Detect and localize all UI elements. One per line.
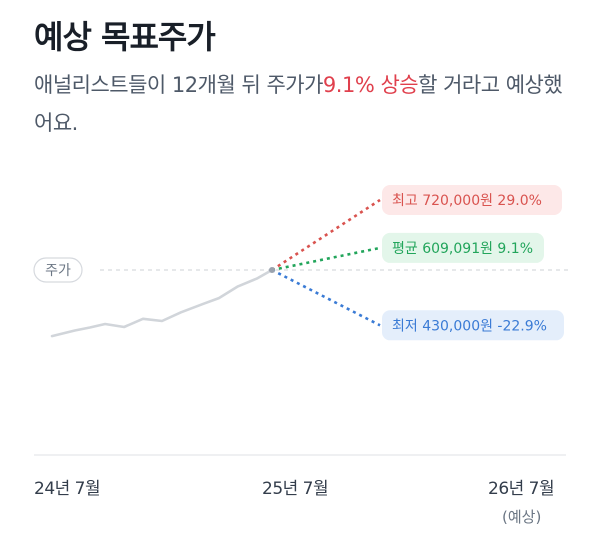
description-prefix: 애널리스트들이 12개월 뒤 주가가: [34, 73, 323, 97]
target-line-high: [271, 198, 381, 272]
current-price-point: [269, 267, 275, 273]
target-label-low: 최저 430,000원 -22.9%: [392, 318, 547, 334]
x-tick-label: 25년 7월: [262, 479, 329, 499]
x-tick-label: 26년 7월: [488, 479, 555, 499]
x-tick-label: 24년 7월: [34, 479, 101, 499]
target-label-high: 최고 720,000원 29.0%: [392, 193, 542, 209]
target-line-avg: [271, 246, 381, 272]
target-badge-avg: [382, 232, 544, 263]
target-line-low: [271, 268, 381, 327]
target-badge-low: [382, 310, 564, 341]
x-tick-note: (예상): [502, 508, 542, 526]
current-price-tag-label: 주가: [45, 263, 71, 279]
current-price-tag-bg: [33, 257, 83, 283]
description-highlight: 9.1% 상승: [322, 73, 419, 97]
current-price-tag: 주가: [33, 257, 83, 283]
target-badge-high: [382, 185, 562, 215]
target-label-avg: 평균 609,091원 9.1%: [392, 241, 533, 257]
target-price-description: 애널리스트들이 12개월 뒤 주가가9.1% 상승할 거라고 예상했어요.: [34, 66, 574, 142]
price-history-line: [50, 268, 274, 338]
page-title: 예상 목표주가: [34, 18, 216, 56]
description-suffix: 할 거라고 예상했어요.: [34, 73, 563, 135]
target-projections: 최고 720,000원 29.0% 평균 609,091원 9.1% 최저 430,…: [269, 185, 564, 341]
